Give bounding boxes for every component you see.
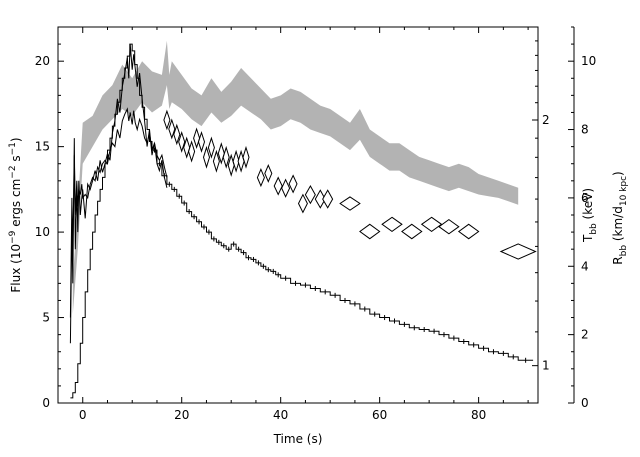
temperature-diamond xyxy=(304,184,316,205)
x-tick-label: 0 xyxy=(79,408,87,422)
radius-tick-label: 0 xyxy=(581,396,589,410)
flux-tick-label: 20 xyxy=(35,54,50,68)
flux-tick-label: 0 xyxy=(42,396,50,410)
temperature-diamond xyxy=(183,136,191,159)
temperature-diamond xyxy=(401,223,423,240)
temperature-diamond xyxy=(212,149,220,173)
temperature-diamond xyxy=(499,243,537,260)
temperature-diamond xyxy=(217,142,225,165)
radius-band xyxy=(72,40,519,315)
temperature-diamond xyxy=(242,145,250,169)
temperature-diamond xyxy=(232,149,240,173)
flux-tick-label: 5 xyxy=(42,311,50,325)
temperature-diamond xyxy=(322,189,334,209)
temperature-diamond xyxy=(168,118,176,140)
flux-detail-lines-layer xyxy=(69,44,168,344)
x-tick-label: 20 xyxy=(174,408,189,422)
x-axis-title: Time (s) xyxy=(273,432,323,446)
temperature-diamond xyxy=(178,130,186,153)
temperature-diamond xyxy=(381,216,403,233)
kt-tick-label: 2 xyxy=(542,113,550,127)
radius-tick-label: 2 xyxy=(581,328,589,342)
radius-band-layer xyxy=(72,40,519,315)
temperature-diamond xyxy=(281,178,291,198)
flux-tick-label: 10 xyxy=(35,225,50,239)
x-tick-label: 80 xyxy=(471,408,486,422)
radius-tick-label: 6 xyxy=(581,191,589,205)
temperature-diamond xyxy=(197,130,206,153)
temperature-diamond xyxy=(188,140,196,163)
temperature-diamond xyxy=(420,216,443,233)
temperature-diamond xyxy=(457,223,480,240)
flux-detail-line-2 xyxy=(69,107,168,318)
temperature-diamond xyxy=(202,145,211,169)
left-axis-title: Flux (10−9 ergs cm−2 s−1) xyxy=(8,137,23,292)
kt-tick-label: 1 xyxy=(542,359,550,373)
radius-tick-label: 10 xyxy=(581,54,596,68)
temperature-diamond xyxy=(273,176,283,196)
temperature-diamond xyxy=(163,109,171,131)
temperature-diamond xyxy=(297,193,308,214)
temperature-diamond xyxy=(359,223,381,240)
temperature-diamond xyxy=(207,136,215,159)
temperature-diamond xyxy=(193,127,201,150)
temperature-diamond xyxy=(314,189,326,209)
x-tick-label: 60 xyxy=(372,408,387,422)
x-tick-label: 40 xyxy=(273,408,288,422)
flux-tick-label: 15 xyxy=(35,140,50,154)
temperature-diamond xyxy=(264,164,273,183)
temperature-diamond xyxy=(339,196,361,211)
temperature-diamond xyxy=(288,174,298,194)
radius-tick-label: 4 xyxy=(581,259,589,273)
temperature-diamonds-layer xyxy=(163,109,537,260)
flux-histogram xyxy=(70,43,534,399)
temperature-diamond xyxy=(173,123,181,146)
radius-tick-label: 8 xyxy=(581,123,589,137)
temperature-diamond xyxy=(256,168,265,188)
temperature-diamond xyxy=(222,145,230,169)
temperature-diamond xyxy=(438,218,460,235)
flux-histogram-layer xyxy=(70,43,534,399)
